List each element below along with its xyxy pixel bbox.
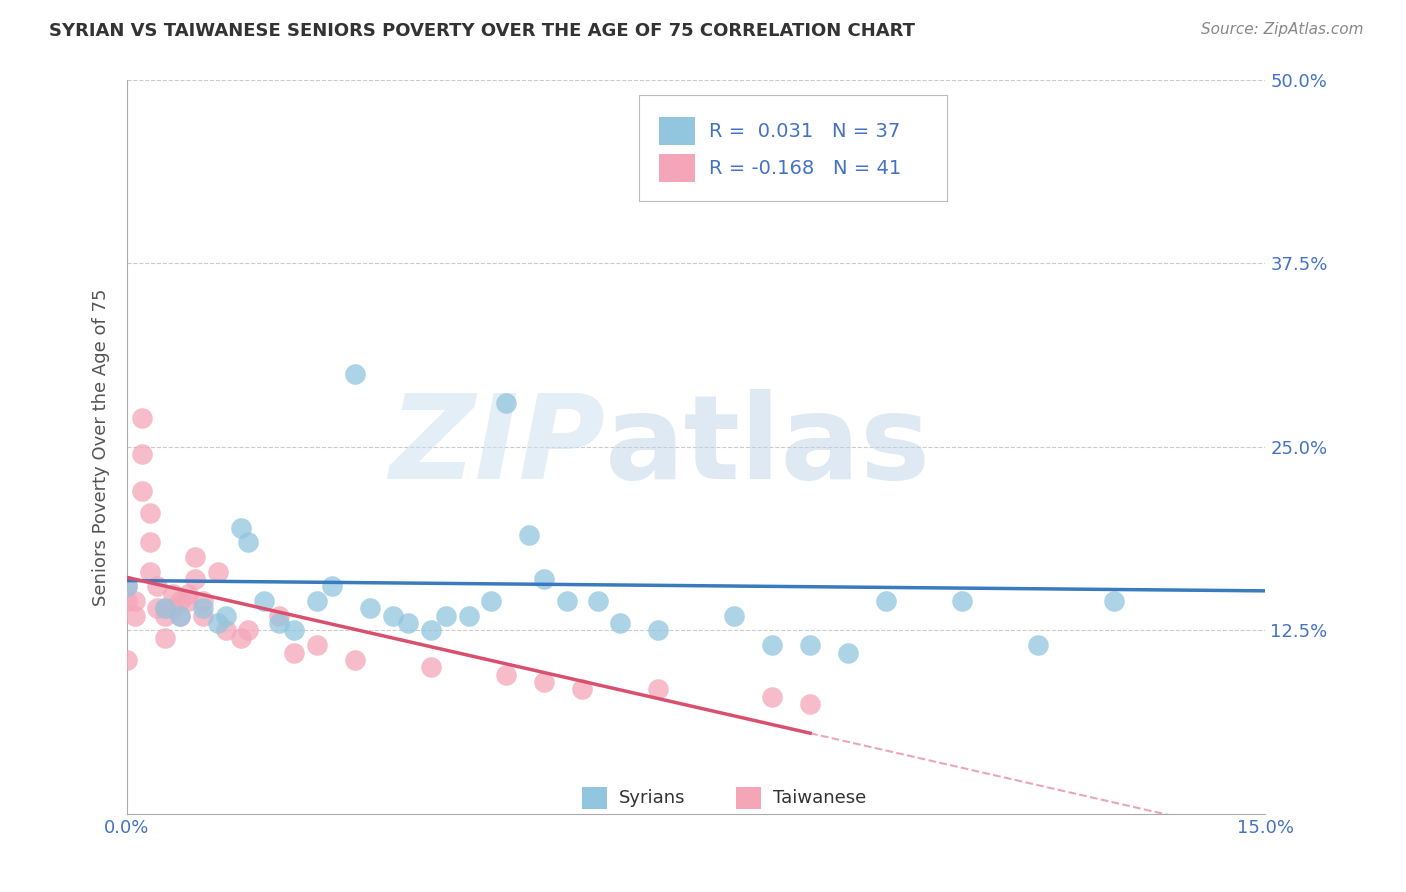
Point [479,594,502,608]
Point [1102,594,1125,608]
Point [359,601,381,615]
Point [139,506,162,520]
Point [609,616,631,631]
Text: SYRIAN VS TAIWANESE SENIORS POVERTY OVER THE AGE OF 75 CORRELATION CHART: SYRIAN VS TAIWANESE SENIORS POVERTY OVER… [49,22,915,40]
Point [229,521,252,535]
Point [169,608,191,623]
Point [124,608,146,623]
Point [131,483,153,498]
Point [124,594,146,608]
Point [191,594,214,608]
Point [153,601,176,615]
Point [343,367,366,381]
Point [115,579,138,593]
Point [146,601,169,615]
Point [396,616,419,631]
Point [1026,638,1049,652]
Point [162,601,184,615]
Point [191,608,214,623]
Text: ZIP: ZIP [389,390,605,505]
Point [419,624,441,638]
Bar [658,154,695,182]
Point [177,594,200,608]
Point [184,572,207,586]
Point [238,535,260,549]
Point [215,624,238,638]
Point [950,594,973,608]
Point [837,646,859,660]
Point [517,528,540,542]
Point [162,587,184,601]
Point [586,594,609,608]
Point [139,565,162,579]
Point [115,653,138,667]
Point [207,616,229,631]
Point [875,594,897,608]
Point [131,410,153,425]
Point [761,690,783,704]
Point [799,697,821,711]
Point [799,638,821,652]
Point [139,535,162,549]
Point [131,447,153,461]
Point [238,624,260,638]
Bar [658,118,695,145]
Point [153,608,176,623]
Point [153,631,176,645]
Text: R =  0.031   N = 37: R = 0.031 N = 37 [709,122,900,141]
Point [283,646,305,660]
Point [321,579,343,593]
Point [191,601,214,615]
Bar [582,787,607,809]
Point [252,594,274,608]
Point [177,587,200,601]
Point [146,579,169,593]
Point [283,624,305,638]
Point [229,631,252,645]
Point [457,608,479,623]
Point [169,608,191,623]
Text: Source: ZipAtlas.com: Source: ZipAtlas.com [1201,22,1364,37]
Point [723,608,745,623]
Point [305,594,328,608]
Point [761,638,783,652]
Point [115,579,138,593]
Point [434,608,457,623]
Point [115,594,138,608]
Point [343,653,366,667]
Point [647,624,669,638]
Point [555,594,578,608]
Point [153,601,176,615]
Point [267,608,290,623]
Bar [737,787,761,809]
Point [381,608,404,623]
Y-axis label: Seniors Poverty Over the Age of 75: Seniors Poverty Over the Age of 75 [93,288,110,606]
Text: Taiwanese: Taiwanese [772,789,866,807]
Text: R = -0.168   N = 41: R = -0.168 N = 41 [709,159,901,178]
Point [207,565,229,579]
Point [533,572,555,586]
Point [169,594,191,608]
Point [419,660,441,674]
Point [533,674,555,689]
Point [495,667,517,681]
Point [647,682,669,697]
Point [267,616,290,631]
Point [685,161,707,175]
FancyBboxPatch shape [640,95,946,201]
Point [305,638,328,652]
Point [495,396,517,410]
Text: Syrians: Syrians [619,789,685,807]
Point [571,682,593,697]
Point [215,608,238,623]
Point [184,550,207,565]
Text: atlas: atlas [605,390,931,505]
